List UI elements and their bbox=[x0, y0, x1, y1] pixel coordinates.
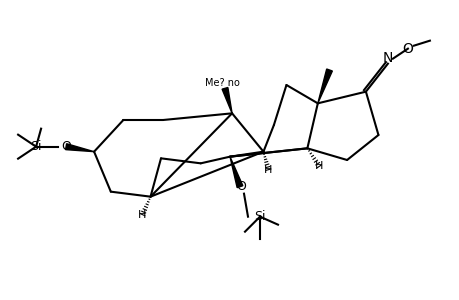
Text: O: O bbox=[235, 180, 246, 193]
Text: O: O bbox=[402, 42, 413, 56]
Text: Si: Si bbox=[254, 210, 265, 223]
Text: Me? no: Me? no bbox=[204, 78, 239, 88]
Polygon shape bbox=[317, 69, 332, 103]
Polygon shape bbox=[230, 157, 242, 188]
Text: H: H bbox=[138, 210, 146, 220]
Polygon shape bbox=[222, 88, 232, 113]
Text: O: O bbox=[61, 140, 71, 153]
Polygon shape bbox=[66, 144, 94, 152]
Text: H: H bbox=[314, 161, 323, 171]
Text: N: N bbox=[382, 51, 392, 65]
Text: H: H bbox=[263, 165, 272, 175]
Text: Si: Si bbox=[30, 140, 42, 153]
